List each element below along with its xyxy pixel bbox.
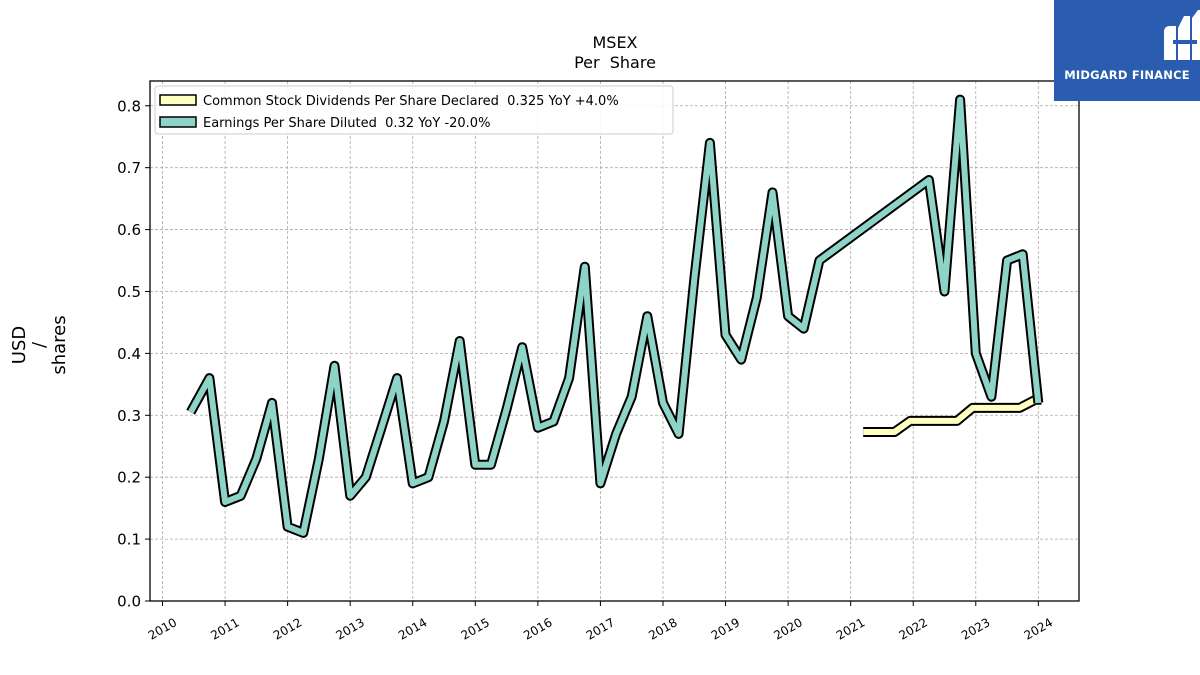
x-tick-label: 2019 <box>709 615 742 642</box>
y-tick-label: 0.0 <box>117 593 141 611</box>
legend-box <box>154 85 674 135</box>
y-tick-label: 0.1 <box>117 531 141 549</box>
y-tick-label: 0.3 <box>117 407 141 425</box>
y-axis-label-line-2: / <box>29 341 50 348</box>
brand-name: MIDGARD FINANCE <box>1064 68 1190 82</box>
legend-swatch-eps <box>159 116 197 128</box>
x-tick-label: 2013 <box>333 615 366 642</box>
y-axis-label-line-3: shares <box>49 315 70 374</box>
legend-label-eps: Earnings Per Share Diluted 0.32 YoY -20.… <box>203 116 490 131</box>
y-tick-label: 0.5 <box>117 283 141 301</box>
grid <box>150 81 1079 602</box>
chart-subtitle: Per Share <box>574 53 656 72</box>
y-axis-label: USD / shares <box>9 315 70 374</box>
x-axis: 2010 2011 2012 2013 2014 2015 2016 2017 2018 2019… <box>146 601 1055 643</box>
brand-logo: MIDGARD FINANCE <box>1054 0 1200 101</box>
x-tick-label: 2012 <box>271 615 304 642</box>
legend: Common Stock Dividends Per Share Declare… <box>154 85 674 135</box>
y-tick-label: 0.2 <box>117 469 141 487</box>
chart-title: MSEX <box>592 33 637 52</box>
y-tick-label: 0.8 <box>117 97 141 115</box>
x-tick-label: 2024 <box>1022 615 1055 642</box>
series-layer <box>186 94 1044 538</box>
y-axis-label-line-1: USD <box>9 326 30 364</box>
x-tick-label: 2011 <box>208 615 241 642</box>
eps-line <box>188 96 1042 536</box>
x-tick-label: 2020 <box>771 615 804 642</box>
x-tick-label: 2014 <box>396 615 429 642</box>
y-tick-label: 0.6 <box>117 221 141 239</box>
x-tick-label: 2010 <box>146 615 179 642</box>
x-tick-label: 2022 <box>896 615 929 642</box>
midgard-m-icon <box>1164 10 1200 60</box>
y-axis: 0.0 0.1 0.2 0.3 0.4 0.5 0.6 0.7 0.8 <box>117 97 150 611</box>
x-tick-label: 2015 <box>459 615 492 642</box>
x-tick-label: 2016 <box>521 615 554 642</box>
plot-frame <box>149 80 1080 602</box>
dividends-line <box>863 396 1042 435</box>
dividends-line-outline <box>863 394 1042 437</box>
y-tick-label: 0.7 <box>117 159 141 177</box>
legend-label-dividends: Common Stock Dividends Per Share Declare… <box>203 94 619 109</box>
x-tick-label: 2017 <box>584 615 617 642</box>
x-tick-label: 2021 <box>834 615 867 642</box>
y-tick-label: 0.4 <box>117 345 141 363</box>
legend-swatch-dividends <box>159 94 197 106</box>
x-tick-label: 2023 <box>959 615 992 642</box>
x-tick-label: 2018 <box>646 615 679 642</box>
